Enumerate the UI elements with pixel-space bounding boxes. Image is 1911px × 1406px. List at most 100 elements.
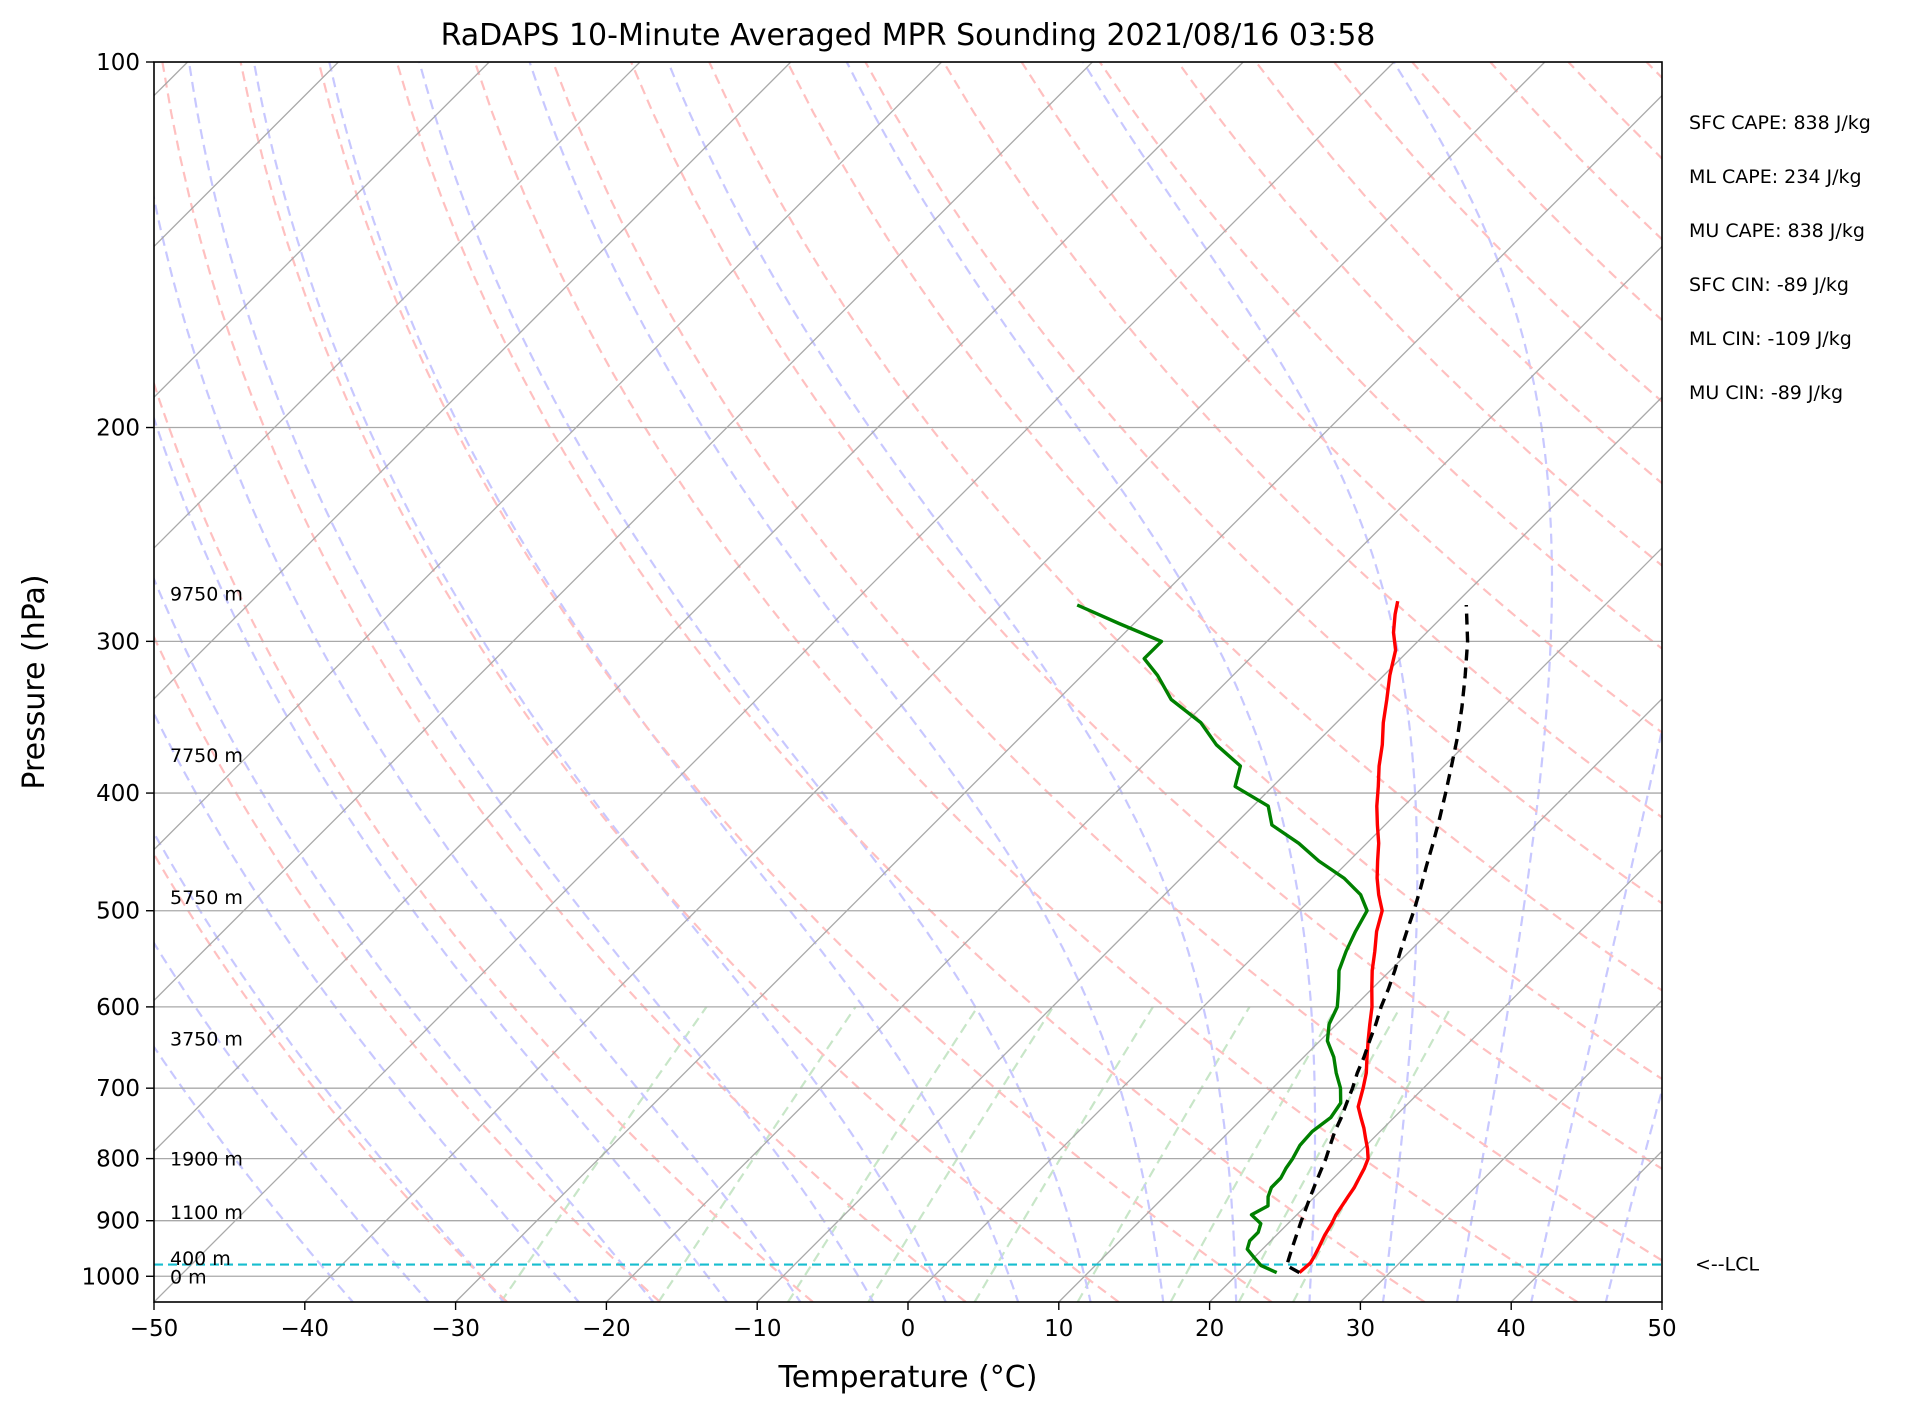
mixing-ratio-line — [867, 1006, 1055, 1302]
moist-adiabat-line — [667, 62, 1238, 1302]
moist-adiabat-line — [528, 62, 1165, 1302]
dry-adiabat-line — [1020, 62, 1662, 734]
isotherm-line — [304, 62, 1546, 1302]
isobars — [154, 62, 1662, 1277]
moist-adiabat-line — [418, 62, 1092, 1302]
isotherm-line — [1058, 697, 1662, 1302]
y-tick-label: 900 — [96, 1209, 140, 1235]
isotherm-line — [154, 62, 792, 700]
moist-adiabats — [154, 62, 1662, 1302]
isotherm-line — [455, 94, 1662, 1302]
isotherm-line — [1359, 999, 1662, 1302]
moist-adiabat-line — [154, 830, 506, 1302]
moist-adiabat-line — [328, 62, 1020, 1302]
y-tick-label: 500 — [96, 899, 140, 925]
moist-adiabat-line — [154, 941, 430, 1302]
mixing-ratio-line — [1076, 1006, 1251, 1302]
stability-index-label: ML CIN: -109 J/kg — [1689, 328, 1852, 350]
x-tick-label: 10 — [1044, 1316, 1073, 1342]
y-tick-label: 800 — [96, 1147, 140, 1173]
isotherm-line — [907, 547, 1662, 1302]
moist-adiabat-line — [154, 711, 581, 1302]
stability-index-label: MU CIN: -89 J/kg — [1689, 382, 1843, 404]
isotherm-line — [154, 62, 641, 549]
y-tick-label: 1000 — [81, 1264, 140, 1290]
dry-adiabat-line — [154, 634, 661, 1302]
dry-adiabat-line — [473, 62, 1579, 1302]
mixing-ratio-line — [787, 1006, 979, 1302]
dry-adiabat-line — [239, 62, 1120, 1302]
x-tick-label: 30 — [1346, 1316, 1375, 1342]
isotherm-line — [154, 62, 1244, 1153]
isotherm-line — [154, 62, 943, 851]
moist-adiabat-line — [252, 62, 947, 1302]
dry-adiabat-line — [786, 62, 1662, 992]
dewpoint-series-line — [1076, 603, 1369, 1275]
height-label: 7750 m — [170, 745, 243, 767]
y-axis-ticks: 100 200 300 400 500 600 700 800 900 1000 — [81, 50, 154, 1290]
y-tick-label: 400 — [96, 781, 140, 807]
mixing-ratio-line — [657, 1006, 857, 1302]
height-labels: 9750 m 7750 m 5750 m 3750 m 1900 m 1100 m 400 … — [170, 584, 243, 1289]
y-tick-label: 100 — [96, 50, 140, 76]
height-label: 5750 m — [170, 887, 243, 909]
y-tick-label: 700 — [96, 1076, 140, 1102]
isotherms — [154, 62, 1662, 1302]
height-label: 400 m — [170, 1248, 231, 1270]
height-label: 3750 m — [170, 1028, 243, 1050]
dry-adiabat-line — [154, 380, 814, 1302]
stability-index-label: ML CAPE: 234 J/kg — [1689, 166, 1862, 188]
x-tick-label: −10 — [733, 1316, 782, 1342]
x-tick-label: −20 — [582, 1316, 631, 1342]
dry-adiabats — [154, 62, 1662, 1302]
x-tick-label: −50 — [130, 1316, 179, 1342]
mixing-ratio-line — [973, 1006, 1154, 1302]
moist-adiabat-line — [154, 414, 729, 1302]
y-axis-title: Pressure (hPa) — [17, 574, 52, 789]
mixing-ratio-line — [1169, 1006, 1338, 1302]
y-tick-label: 600 — [96, 995, 140, 1021]
x-tick-label: 20 — [1195, 1316, 1224, 1342]
x-tick-label: −30 — [431, 1316, 480, 1342]
stability-index-label: MU CAPE: 838 J/kg — [1689, 220, 1865, 242]
x-tick-label: 0 — [901, 1316, 916, 1342]
stability-index-label: SFC CIN: -89 J/kg — [1689, 274, 1849, 296]
dry-adiabat-line — [317, 62, 1273, 1302]
mixing-ratio-line — [1292, 1006, 1453, 1302]
moist-adiabat-line — [187, 62, 875, 1302]
plot-area — [154, 62, 1662, 1302]
lcl-label: <--LCL — [1695, 1254, 1759, 1276]
isotherm-line — [756, 396, 1662, 1302]
isotherm-line — [154, 62, 1395, 1302]
temperature-series-line — [1298, 600, 1400, 1274]
height-label: 1100 m — [170, 1202, 243, 1224]
isotherm-line — [605, 245, 1662, 1302]
height-label: 0 m — [170, 1266, 207, 1288]
x-tick-label: −40 — [281, 1316, 330, 1342]
moist-adiabat-line — [1604, 1086, 1662, 1302]
isotherm-line — [154, 62, 490, 399]
stability-indices: SFC CAPE: 838 J/kg ML CAPE: 234 J/kg MU CA… — [1689, 112, 1871, 404]
dry-adiabat-line — [551, 62, 1662, 1262]
moist-adiabat-line — [1530, 724, 1662, 1302]
dry-adiabat-line — [395, 62, 1426, 1302]
x-tick-label: 40 — [1497, 1316, 1526, 1342]
chart-title: RaDAPS 10-Minute Averaged MPR Sounding 2… — [441, 18, 1376, 53]
x-axis-ticks: −50 −40 −30 −20 −10 0 10 20 30 40 50 — [130, 1302, 1677, 1342]
x-axis-title: Temperature (°C) — [778, 1360, 1038, 1395]
y-tick-label: 300 — [96, 629, 140, 655]
stability-index-label: SFC CAPE: 838 J/kg — [1689, 112, 1871, 134]
moist-adiabat-line — [1392, 62, 1554, 1302]
parcel-series-line — [1285, 604, 1470, 1275]
moist-adiabat-line — [1082, 62, 1419, 1302]
dry-adiabat-line — [154, 852, 508, 1302]
dry-adiabat-line — [1177, 62, 1662, 567]
height-label: 1900 m — [170, 1149, 243, 1171]
isotherm-line — [154, 62, 1093, 1002]
height-label: 9750 m — [170, 584, 243, 606]
y-tick-label: 200 — [96, 416, 140, 442]
moist-adiabat-line — [845, 62, 1317, 1302]
moist-adiabat-line — [154, 1044, 355, 1302]
dry-adiabat-line — [630, 62, 1662, 1171]
